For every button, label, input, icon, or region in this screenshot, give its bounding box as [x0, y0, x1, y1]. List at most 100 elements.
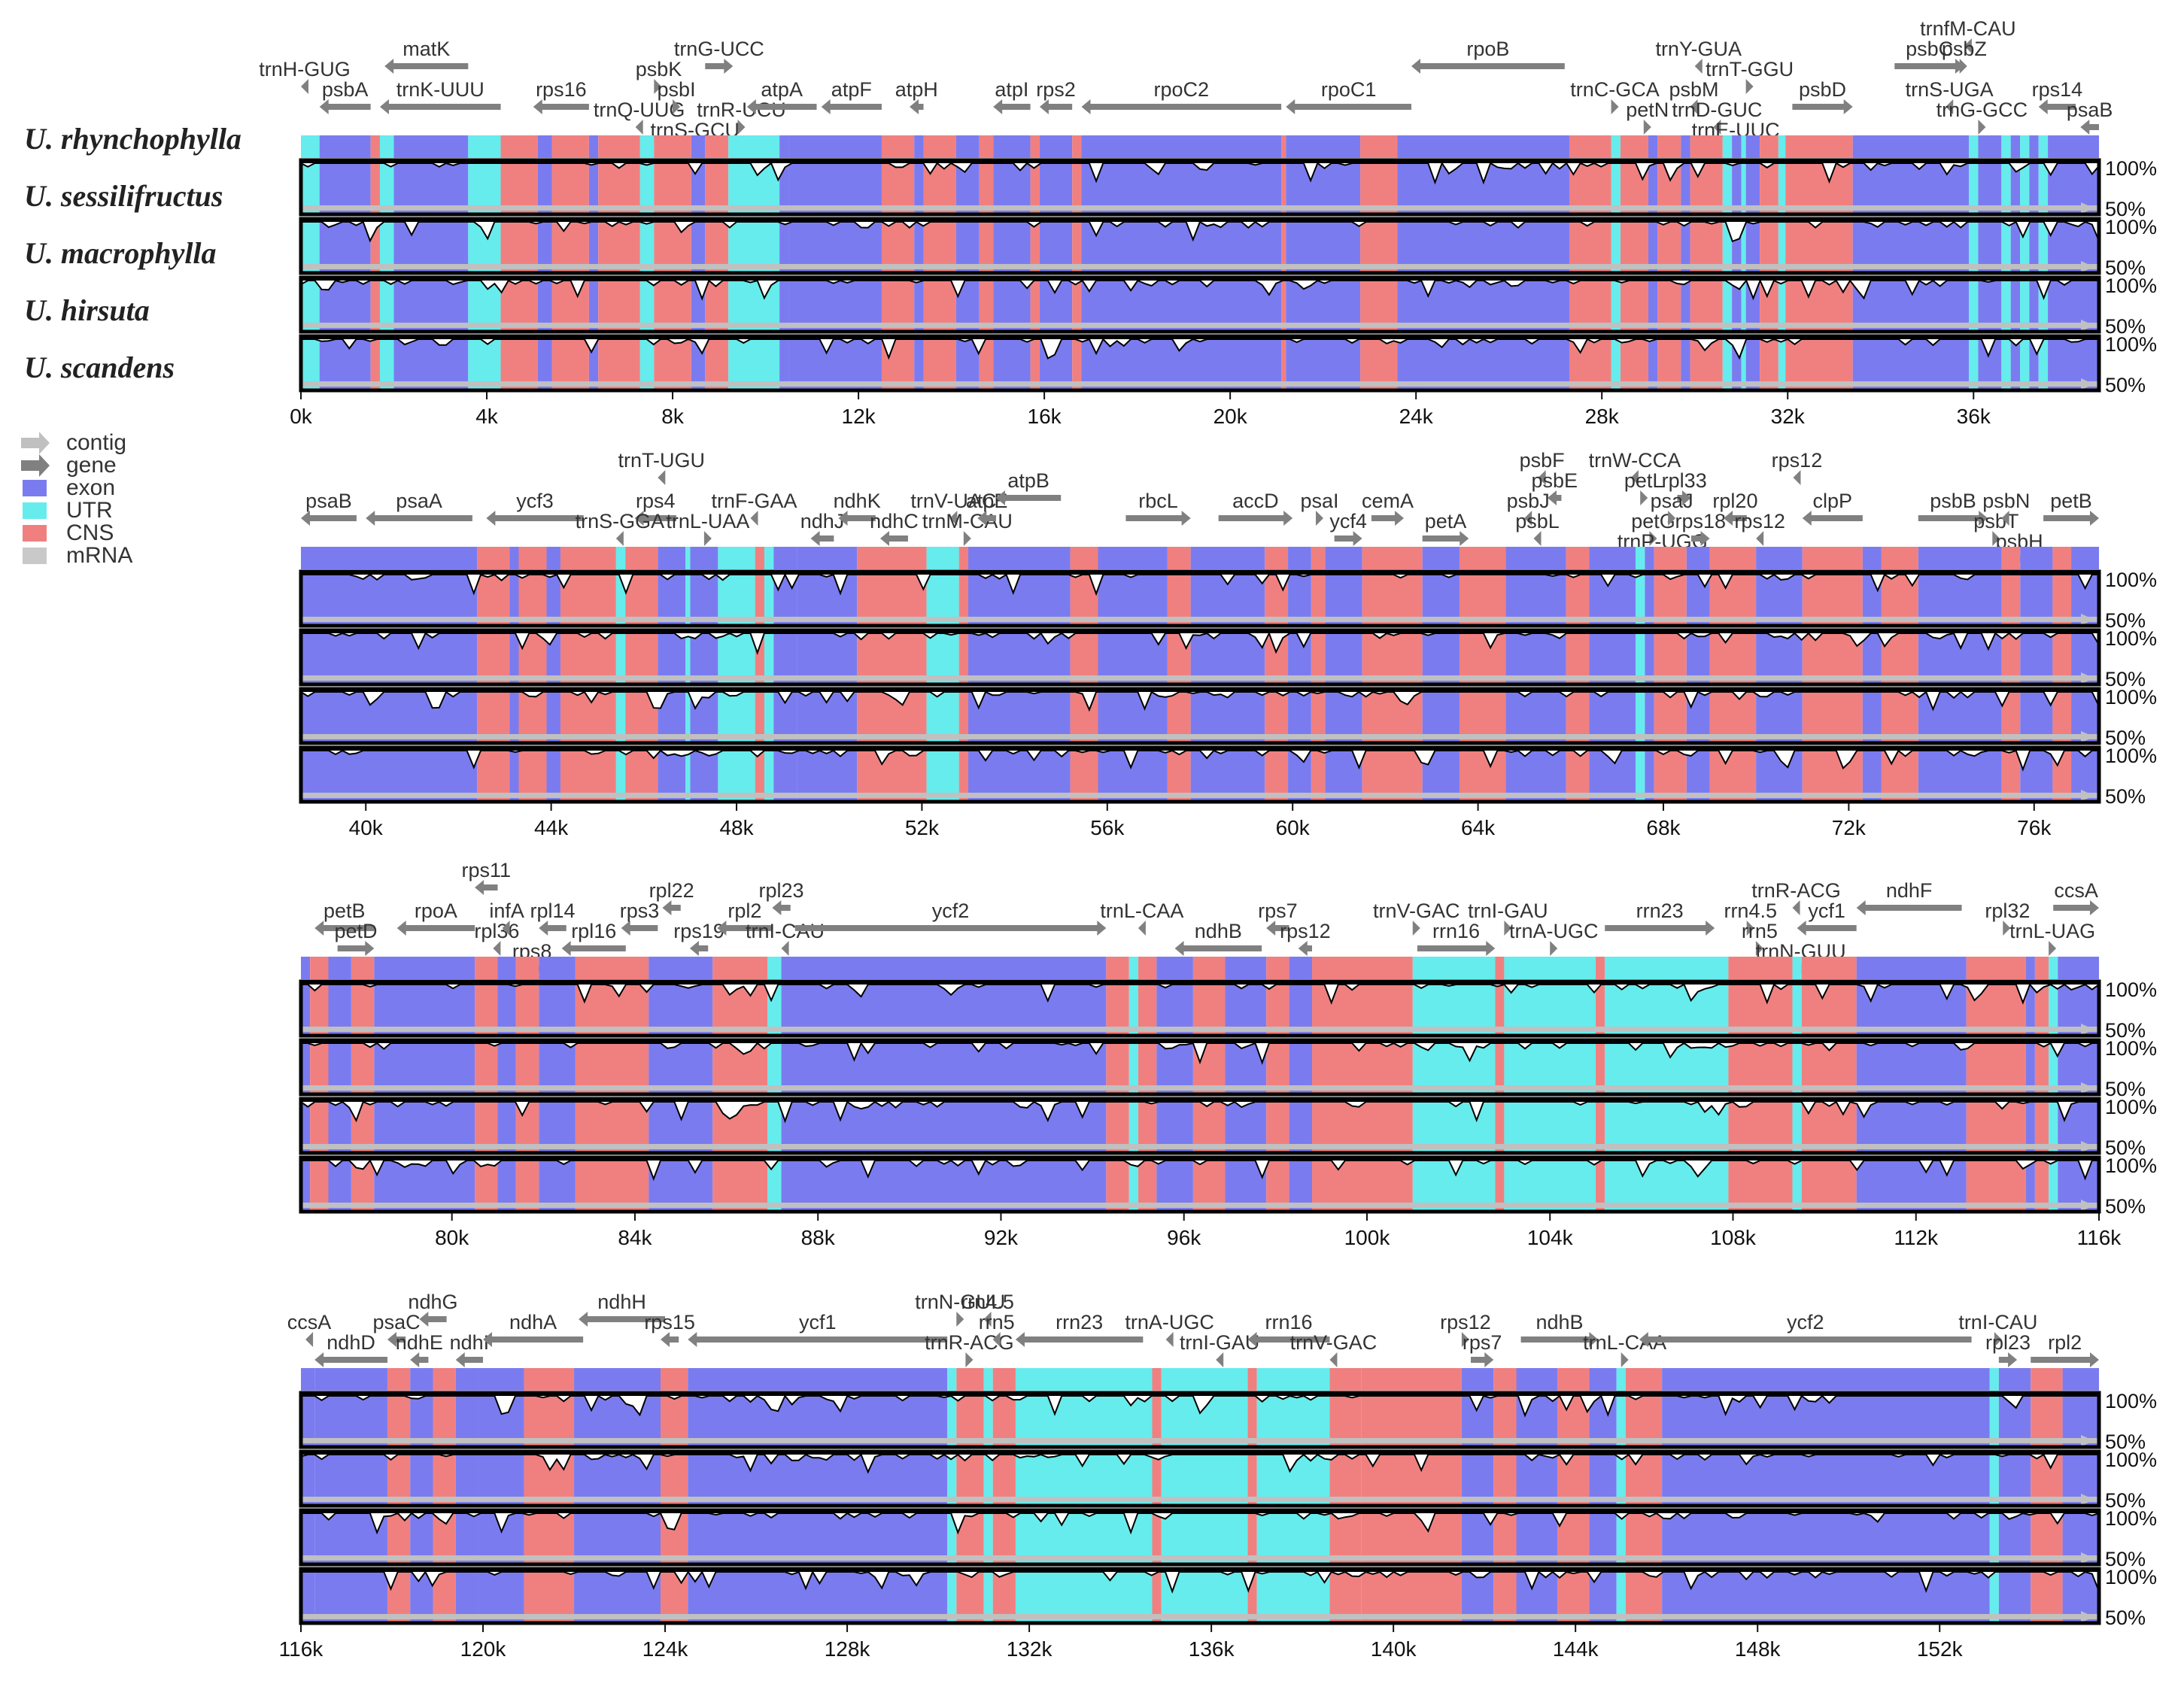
x-tick-label: 48k [719, 816, 754, 839]
identity-region-exon [1516, 1570, 1557, 1622]
gene-label: ndhJ [800, 510, 845, 532]
gene-label: psbA [322, 78, 369, 101]
identity-region-exon [2020, 573, 2053, 624]
gene-arrow [810, 531, 834, 546]
identity-region-cns [1625, 1394, 1663, 1446]
identity-region-exon [1681, 338, 1690, 389]
identity-region-exon [2010, 220, 2021, 272]
identity-region-utr [1504, 1159, 1596, 1210]
identity-region-utr [983, 1570, 993, 1622]
track-frame [299, 1097, 2101, 1155]
gene-arrow [1639, 1332, 1972, 1347]
identity-region-cns [881, 162, 915, 213]
pct-100-label: 100% [2105, 1154, 2157, 1177]
reference-region-utr [2001, 135, 2011, 158]
x-tick-label: 116k [279, 1637, 324, 1661]
identity-region-exon [410, 1512, 433, 1563]
gene-label: ndhE [396, 1331, 443, 1354]
reference-region-cns [475, 957, 498, 979]
gene-arrow [1690, 99, 1698, 114]
identity-region-cns [1620, 220, 1648, 272]
identity-region-cns [1167, 573, 1191, 624]
identity-region-exon [1422, 690, 1460, 742]
identity-region-cns [1266, 1100, 1289, 1151]
gene-arrow [977, 511, 996, 526]
identity-region-exon [1516, 1512, 1557, 1563]
identity-region-utr [1741, 338, 1746, 389]
identity-region-utr [2038, 220, 2049, 272]
gene-label: ycf1 [799, 1311, 837, 1333]
reference-region-utr [1161, 1368, 1248, 1391]
x-tick-label: 8k [661, 405, 685, 428]
identity-region-utr [1636, 690, 1645, 742]
reference-region-exon [509, 547, 519, 569]
species-label-4: U. hirsuta [24, 293, 150, 327]
gene-arrow [1216, 1352, 1224, 1367]
gene-label: rps3 [620, 900, 660, 922]
gene-arrow [314, 921, 375, 936]
identity-region-cns [992, 1453, 1016, 1504]
gene-label: psbE [1531, 469, 1578, 492]
gene-label: rpl23 [1985, 1331, 2031, 1354]
identity-region-exon [497, 983, 516, 1034]
identity-track: 100% 50% [299, 1449, 2157, 1512]
identity-track: 100% 50% [299, 686, 2157, 749]
reference-region-utr [1792, 957, 1802, 979]
identity-region-exon [1190, 749, 1265, 800]
pct-100-label: 100% [2105, 1096, 2157, 1118]
x-tick-label: 116k [2077, 1226, 2122, 1249]
identity-region-utr [983, 1453, 993, 1504]
identity-region-exon [2025, 1042, 2035, 1093]
identity-region-cns [1657, 220, 1681, 272]
identity-region-exon [509, 749, 519, 800]
legend-label-exon: exon [66, 475, 115, 500]
identity-region-exon [2062, 1570, 2099, 1622]
contig-bar [301, 1438, 2099, 1443]
gene-arrow [621, 921, 658, 936]
gene-label: trnS-GGA [576, 510, 665, 532]
reference-region-exon [2025, 957, 2035, 979]
x-tick-label: 64k [1461, 816, 1496, 839]
gene-arrow [2053, 900, 2099, 915]
identity-region-cns [1106, 1042, 1129, 1093]
gene-label: rpl14 [530, 900, 575, 922]
gene-arrow [1371, 511, 1405, 526]
gene-label: psaC [373, 1311, 421, 1333]
identity-region-cns [1311, 573, 1326, 624]
identity-region-cns [992, 1394, 1016, 1446]
identity-region-cns [992, 1512, 1016, 1563]
identity-region-cns [1072, 338, 1082, 389]
gene-arrow [1298, 941, 1312, 956]
gene-arrow [319, 99, 371, 114]
identity-region-exon [539, 1042, 576, 1093]
species-labels: U. rhynchophylla U. sessilifructus U. ma… [24, 122, 241, 384]
identity-region-exon [1681, 220, 1690, 272]
identity-region-exon [588, 279, 599, 330]
gene-label: trnR-ACG [925, 1331, 1014, 1354]
identity-region-exon [393, 338, 469, 389]
track-frame [299, 745, 2101, 804]
x-axis-4: 116k 120k 124k 128k 132k 136k 140k 144k 148k 152k [279, 1625, 1964, 1661]
identity-region-cns [1311, 1100, 1413, 1151]
identity-region-exon [301, 983, 311, 1034]
gene-arrow [1611, 99, 1619, 114]
identity-region-cns [1620, 338, 1648, 389]
identity-region-utr [685, 632, 691, 683]
reference-region-cns [560, 547, 616, 569]
reference-region-cns [1625, 1368, 1663, 1391]
gene-label: trnR-ACG [1751, 879, 1841, 902]
identity-region-exon [955, 162, 980, 213]
identity-region-exon [546, 573, 560, 624]
identity-region-exon [2010, 162, 2021, 213]
reference-region-cns [857, 547, 927, 569]
reference-region-exon [537, 135, 552, 158]
identity-region-cns [1495, 1100, 1505, 1151]
identity-region-utr [764, 632, 774, 683]
identity-region-exon [1156, 1100, 1193, 1151]
identity-region-exon [1505, 632, 1566, 683]
identity-region-cns [351, 1042, 375, 1093]
x-tick-label: 20k [1214, 405, 1248, 428]
gene-arrow [1621, 1352, 1629, 1367]
identity-region-cns [515, 983, 539, 1034]
